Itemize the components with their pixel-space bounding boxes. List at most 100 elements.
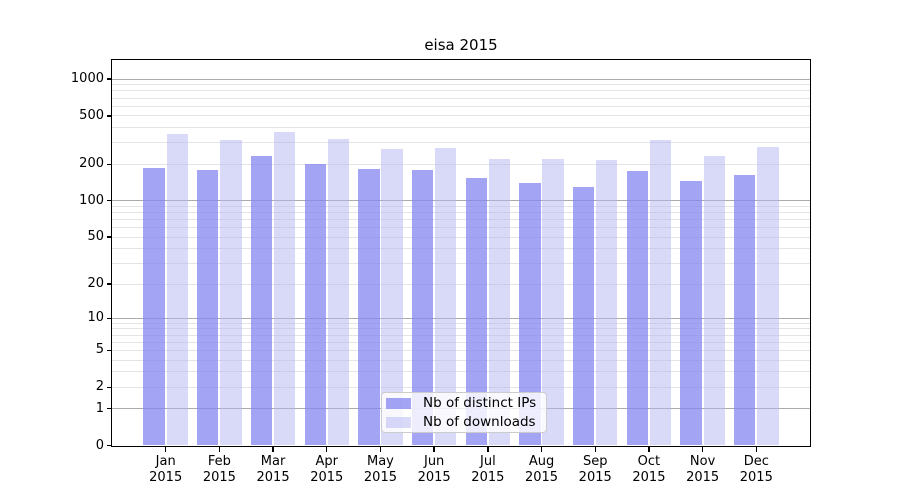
legend-swatch-distinct-ips-icon [386, 397, 411, 409]
y-tick-mark [107, 78, 111, 80]
x-tick-year: 2015 [417, 469, 451, 485]
x-tick-month: May [367, 453, 394, 469]
bar-distinct-ips-apr [304, 164, 326, 446]
gridline-minor [112, 90, 810, 92]
y-tick-label: 500 [79, 107, 104, 123]
y-tick-label: 1 [95, 400, 104, 416]
gridline-minor [112, 84, 810, 86]
x-tick-mark [164, 447, 167, 452]
bar-distinct-ips-dec [734, 174, 756, 446]
bar-distinct-ips-may [358, 168, 380, 446]
legend-item-distinct-ips: Nb of distinct IPs [382, 395, 546, 411]
bar-distinct-ips-jul [465, 177, 487, 446]
y-tick-mark [107, 349, 111, 352]
bar-distinct-ips-feb [197, 170, 219, 446]
x-tick-mark [379, 447, 382, 452]
x-tick-label: Feb 2015 [191, 454, 247, 486]
y-tick-label: 50 [87, 229, 104, 244]
bar-downloads-nov [703, 155, 725, 446]
gridline-minor [112, 115, 810, 117]
x-tick-month: Sep [582, 453, 608, 469]
bar-downloads-feb [220, 139, 242, 446]
legend-label-distinct-ips: Nb of distinct IPs [423, 395, 537, 411]
gridline-minor [112, 163, 810, 165]
gridline-minor [112, 322, 810, 324]
x-tick-label: Jul 2015 [460, 454, 516, 486]
x-tick-year: 2015 [310, 469, 344, 485]
gridline-minor [112, 262, 810, 264]
gridline-major [112, 317, 810, 319]
x-tick-mark [272, 447, 274, 452]
y-tick-mark [107, 317, 111, 320]
y-tick-label: 1000 [70, 71, 104, 87]
bar-downloads-mar [273, 131, 296, 446]
y-tick-mark [107, 115, 111, 117]
gridline-minor [112, 236, 810, 238]
x-tick-month: Mar [260, 453, 286, 469]
bar-distinct-ips-jan [143, 168, 165, 446]
y-tick-label: 2 [95, 379, 104, 395]
bar-downloads-oct [649, 139, 672, 446]
y-tick-mark [107, 408, 111, 410]
bar-downloads-dec [757, 146, 779, 446]
bar-distinct-ips-nov [680, 180, 702, 446]
x-tick-label: Nov 2015 [675, 454, 731, 486]
x-tick-label: Dec 2015 [728, 454, 784, 486]
x-tick-month: Nov [689, 453, 716, 469]
x-tick-year: 2015 [202, 469, 236, 485]
gridline-minor [112, 386, 810, 388]
gridline-minor [112, 341, 810, 343]
x-tick-month: Jun [423, 453, 445, 469]
gridline-minor [112, 105, 810, 107]
legend-label-downloads: Nb of downloads [423, 414, 536, 430]
y-tick-mark [107, 163, 111, 165]
x-tick-label: May 2015 [352, 454, 408, 486]
bar-downloads-apr [327, 139, 349, 446]
gridline-minor [112, 349, 810, 351]
gridline-minor [112, 334, 810, 336]
bar-downloads-aug [542, 159, 564, 446]
gridline-major [112, 78, 810, 80]
gridline-minor [112, 97, 810, 99]
y-tick-mark [107, 200, 111, 202]
legend: Nb of distinct IPs Nb of downloads [381, 392, 547, 433]
x-tick-label: Jun 2015 [406, 454, 462, 486]
bar-downloads-jul [488, 159, 511, 446]
x-tick-label: Mar 2015 [245, 454, 301, 486]
bar-distinct-ips-aug [519, 182, 541, 446]
y-tick-label: 10 [87, 310, 104, 326]
x-tick-mark [487, 447, 489, 452]
y-tick-mark [107, 236, 111, 238]
x-tick-year: 2015 [363, 469, 397, 485]
y-tick-label: 200 [79, 156, 104, 172]
x-tick-label: Jan 2015 [138, 454, 194, 486]
bar-distinct-ips-mar [250, 155, 273, 446]
x-tick-label: Aug 2015 [514, 454, 570, 486]
x-tick-year: 2015 [686, 469, 720, 485]
plot-area [111, 59, 811, 447]
gridline-major [112, 200, 810, 202]
x-tick-month: Aug [528, 453, 555, 469]
x-tick-mark [594, 447, 596, 452]
gridline-minor [112, 218, 810, 220]
x-tick-mark [433, 447, 435, 452]
y-tick-label: 5 [95, 342, 104, 358]
x-tick-label: Oct 2015 [621, 454, 677, 486]
y-tick-label: 20 [87, 276, 104, 292]
x-tick-year: 2015 [256, 469, 290, 485]
x-tick-year: 2015 [632, 469, 666, 485]
gridline-minor [112, 211, 810, 213]
y-tick-mark [107, 283, 111, 285]
x-tick-month: Jul [480, 453, 496, 469]
x-tick-mark [326, 447, 328, 452]
gridline-minor [112, 371, 810, 373]
x-tick-month: Apr [315, 453, 339, 469]
y-tick-mark [107, 386, 111, 388]
x-tick-month: Dec [743, 453, 769, 469]
x-tick-mark [648, 447, 650, 452]
gridline-minor [112, 328, 810, 330]
x-tick-year: 2015 [578, 469, 612, 485]
x-tick-mark [755, 447, 757, 452]
x-tick-mark [701, 447, 704, 452]
gridline-minor [112, 227, 810, 228]
